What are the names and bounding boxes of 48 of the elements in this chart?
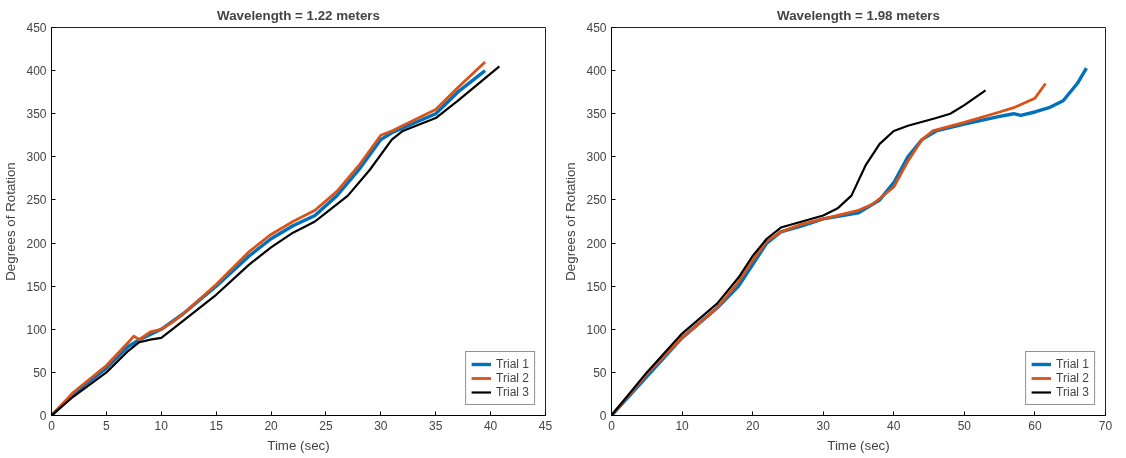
y-tick-label: 150 <box>26 279 47 294</box>
y-tick-label: 150 <box>586 279 607 294</box>
x-tick-label: 35 <box>429 418 443 433</box>
x-tick-label: 60 <box>1028 418 1042 433</box>
y-tick-label: 400 <box>26 64 47 79</box>
y-tick-label: 450 <box>26 21 47 35</box>
y-tick-label: 100 <box>26 322 47 337</box>
x-tick-label: 20 <box>264 418 279 433</box>
y-tick-label: 350 <box>26 107 47 122</box>
legend-label: Trial 2 <box>496 371 529 385</box>
y-axis-title: Degrees of Rotation <box>563 162 579 281</box>
x-tick-label: 15 <box>209 418 224 433</box>
legend-label: Trial 3 <box>1056 385 1089 399</box>
x-tick-label: 5 <box>103 418 111 433</box>
x-tick-label: 30 <box>374 418 388 433</box>
y-tick-label: 100 <box>586 322 607 337</box>
x-tick-label: 10 <box>675 418 690 433</box>
y-tick-label: 450 <box>586 21 607 35</box>
legend-label: Trial 3 <box>496 385 529 399</box>
y-tick-label: 50 <box>33 365 47 380</box>
y-tick-label: 400 <box>586 64 607 79</box>
y-tick-label: 0 <box>39 409 47 423</box>
chart-title: Wavelength = 1.98 meters <box>777 7 940 23</box>
legend-label: Trial 1 <box>496 357 529 371</box>
x-tick-label: 10 <box>154 418 169 433</box>
y-tick-label: 200 <box>586 236 607 251</box>
y-tick-label: 200 <box>26 236 47 251</box>
chart-title: Wavelength = 1.22 meters <box>217 7 380 23</box>
x-tick-label: 50 <box>957 418 972 433</box>
y-tick-label: 300 <box>26 150 47 165</box>
x-axis-title: Time (sec) <box>827 437 890 453</box>
x-tick-label: 40 <box>483 418 498 433</box>
x-tick-label: 45 <box>538 418 553 433</box>
x-tick-label: 30 <box>816 418 831 433</box>
x-tick-label: 25 <box>319 418 333 433</box>
legend-label: Trial 2 <box>1056 371 1089 385</box>
y-tick-label: 0 <box>599 409 607 423</box>
y-tick-label: 250 <box>586 193 607 208</box>
y-tick-label: 350 <box>586 107 607 122</box>
x-axis-title: Time (sec) <box>267 437 330 453</box>
y-axis-title: Degrees of Rotation <box>3 162 19 281</box>
legend-label: Trial 1 <box>1056 357 1089 371</box>
x-tick-label: 70 <box>1098 418 1113 433</box>
x-tick-label: 40 <box>887 418 901 433</box>
x-tick-label: 20 <box>745 418 760 433</box>
y-tick-label: 250 <box>26 193 47 208</box>
y-tick-label: 300 <box>586 150 607 165</box>
y-tick-label: 50 <box>593 365 607 380</box>
